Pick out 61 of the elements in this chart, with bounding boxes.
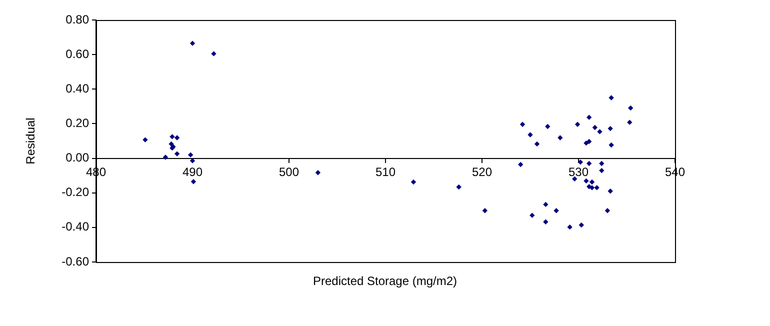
point	[518, 162, 524, 168]
point	[592, 124, 598, 130]
point	[528, 132, 533, 138]
y-tick-label: 0.80	[66, 12, 90, 26]
y-tick-label: -0.40	[62, 220, 90, 234]
point	[584, 178, 589, 184]
point	[627, 120, 632, 125]
point	[594, 185, 600, 190]
point	[599, 160, 604, 166]
point	[190, 40, 196, 46]
point	[572, 176, 578, 182]
point	[628, 105, 634, 111]
point	[599, 168, 604, 174]
point	[567, 224, 572, 230]
y-tick-label: 0.60	[66, 46, 90, 61]
point	[608, 188, 613, 194]
point	[188, 152, 194, 158]
point	[543, 219, 548, 224]
point	[162, 154, 168, 160]
point	[586, 138, 592, 144]
x-tick-label: 510	[375, 164, 396, 179]
y-tick-label: 0.00	[66, 150, 90, 165]
x-tick-label: 490	[182, 164, 203, 179]
point	[190, 158, 196, 164]
point	[558, 135, 563, 140]
point	[608, 142, 614, 148]
point	[142, 137, 148, 142]
point	[574, 122, 580, 128]
y-tick-label: 0.20	[66, 116, 90, 130]
point	[604, 208, 610, 214]
point	[315, 170, 321, 176]
point	[190, 179, 196, 184]
point	[482, 208, 488, 214]
point	[534, 141, 540, 147]
y-tick-label: 0.40	[66, 81, 90, 96]
y-tick-label: -0.60	[62, 254, 90, 268]
y-axis-title: Residual	[24, 118, 38, 164]
point	[586, 160, 592, 166]
x-axis-title: Predicted Storage (mg/m2)	[312, 274, 458, 288]
point	[543, 202, 548, 208]
point	[608, 95, 614, 100]
point	[554, 208, 559, 214]
point	[410, 179, 416, 185]
point	[530, 212, 535, 218]
point	[589, 179, 595, 185]
y-tick-label: -0.20	[62, 185, 90, 200]
point	[597, 129, 602, 134]
point	[211, 51, 216, 56]
x-tick-label: 520	[472, 164, 492, 179]
point	[608, 126, 613, 132]
point	[520, 122, 526, 128]
point	[170, 134, 175, 140]
point	[456, 184, 462, 190]
point	[586, 114, 592, 120]
point	[174, 135, 180, 140]
point	[578, 159, 584, 165]
x-tick-label: 530	[568, 164, 589, 179]
point	[174, 151, 180, 156]
point	[545, 124, 550, 130]
point	[578, 222, 584, 228]
x-tick-label: 500	[278, 164, 300, 179]
